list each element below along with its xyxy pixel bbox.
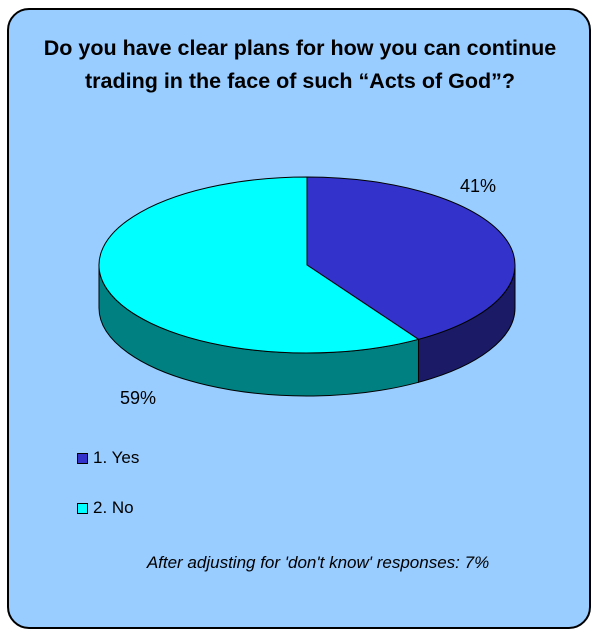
legend-item-no: 2. No — [77, 498, 134, 518]
legend-swatch-yes — [77, 452, 88, 464]
legend-swatch-no — [77, 502, 88, 514]
footnote: After adjusting for 'don't know' respons… — [146, 553, 490, 572]
pie-tops — [98, 176, 516, 354]
legend-item-yes: 1. Yes — [77, 448, 139, 468]
pie-slice-yes — [306, 176, 516, 340]
legend-label-no: 2. No — [93, 498, 134, 517]
data-label-yes: 41% — [460, 176, 496, 196]
pie-slice-no — [98, 176, 420, 354]
data-label-no: 59% — [120, 388, 156, 408]
legend-label-yes: 1. Yes — [93, 448, 140, 467]
chart-title: Do you have clear plans for how you can … — [43, 36, 557, 93]
